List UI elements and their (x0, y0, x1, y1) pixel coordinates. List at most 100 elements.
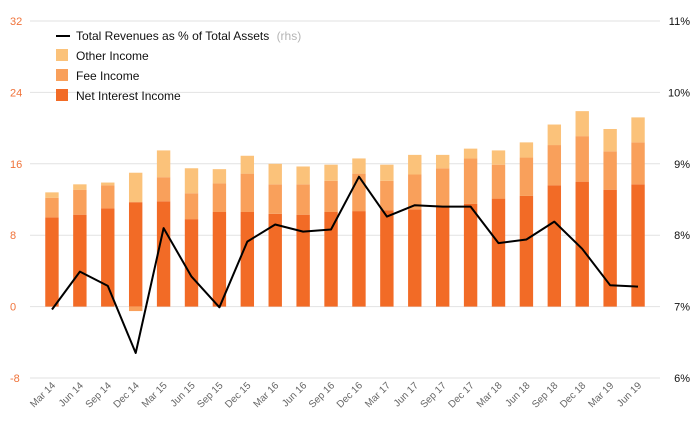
legend-fee-swatch (56, 69, 68, 81)
x-tick-label: Sep 15 (195, 380, 225, 410)
x-tick-label: Mar 15 (140, 380, 170, 410)
bar-net-interest-income (491, 198, 506, 307)
bar-fee-income (603, 151, 617, 190)
bar-other-income (240, 155, 255, 174)
bar-other-income (184, 168, 199, 194)
bar-net-interest-income (156, 201, 171, 307)
bar-fee-income (575, 136, 589, 182)
legend-fee-label: Fee Income (76, 69, 140, 83)
legend-line-label-suffix: (rhs) (277, 29, 302, 43)
bar-other-income (408, 154, 422, 175)
bar-fee-income (408, 174, 422, 210)
bar-fee-income (380, 180, 394, 211)
bar-other-income (212, 169, 227, 184)
bar-other-income (435, 154, 450, 169)
bar-other-income (156, 150, 171, 178)
bar-other-income (491, 150, 506, 165)
x-tick-label: Mar 17 (363, 380, 393, 410)
bar-net-interest-income (631, 184, 645, 307)
x-tick-label: Mar 19 (586, 380, 616, 410)
bar-net-interest-income (101, 208, 115, 307)
right-tick-label: 9% (674, 159, 690, 171)
x-tick-label: Dec 14 (112, 380, 142, 410)
bar-net-interest-income (45, 217, 59, 307)
left-tick-label: 0 (10, 302, 16, 314)
bar-fee-income (128, 306, 143, 312)
bar-fee-income (101, 185, 115, 209)
x-tick-label: Jun 14 (57, 380, 86, 409)
bar-fee-income (268, 184, 282, 214)
bar-other-income (463, 148, 478, 159)
bar-fee-income (519, 157, 534, 196)
bar-net-interest-income (547, 185, 562, 307)
bar-other-income (268, 163, 282, 185)
bar-net-interest-income (240, 211, 255, 307)
bar-net-interest-income (463, 203, 478, 307)
bar-fee-income (352, 173, 366, 212)
bar-fee-income (73, 189, 87, 215)
bar-fee-income (324, 180, 338, 212)
left-tick-label: 24 (10, 87, 22, 99)
bar-other-income (324, 164, 338, 181)
right-tick-label: 6% (674, 373, 690, 385)
bar-fee-income (184, 193, 199, 220)
bar-other-income (575, 111, 589, 137)
bar-fee-income (435, 168, 450, 207)
legend-nii-swatch (56, 89, 68, 101)
right-tick-label: 11% (669, 16, 690, 28)
left-tick-label: 32 (10, 16, 22, 28)
bar-fee-income (296, 184, 310, 215)
bar-net-interest-income (408, 209, 422, 307)
bar-fee-income (212, 183, 227, 212)
x-tick-label: Jun 18 (504, 380, 533, 409)
bar-fee-income (45, 197, 59, 218)
left-tick-label: 16 (10, 159, 22, 171)
x-tick-label: Dec 15 (223, 380, 253, 410)
bar-net-interest-income (575, 181, 589, 307)
bar-other-income (296, 166, 310, 185)
bar-other-income (128, 172, 143, 203)
bar-other-income (380, 164, 394, 181)
bar-other-income (519, 142, 534, 158)
bar-net-interest-income (212, 211, 227, 307)
bar-net-interest-income (128, 202, 143, 307)
bar-fee-income (240, 173, 255, 212)
x-tick-label: Mar 16 (252, 380, 282, 410)
x-tick-label: Jun 17 (392, 380, 421, 409)
bar-net-interest-income (73, 214, 87, 307)
x-tick-label: Dec 16 (335, 380, 365, 410)
bars (45, 111, 645, 312)
bar-net-interest-income (380, 210, 394, 307)
bar-other-income (45, 192, 59, 198)
bar-other-income (631, 117, 645, 143)
right-axis-ticks: 11% 10% 9% 8% 7% 6% (668, 16, 690, 385)
x-tick-label: Mar 14 (28, 380, 58, 410)
right-tick-label: 10% (668, 87, 690, 99)
bar-other-income (352, 158, 366, 174)
x-tick-label: Jun 16 (280, 380, 309, 409)
bar-net-interest-income (184, 219, 199, 307)
bar-fee-income (491, 164, 506, 199)
legend-line-label-text: Total Revenues as % of Total Assets (76, 29, 269, 43)
x-tick-label: Jun 19 (615, 380, 644, 409)
legend-other-swatch (56, 49, 68, 61)
x-tick-label: Sep 16 (307, 380, 337, 410)
right-tick-label: 7% (674, 302, 690, 314)
bar-other-income (603, 128, 617, 152)
left-tick-label: -8 (10, 373, 20, 385)
bar-other-income (101, 182, 115, 186)
line-series (51, 175, 639, 354)
x-tick-label: Sep 18 (530, 380, 560, 410)
legend-line-label: Total Revenues as % of Total Assets (rhs… (76, 29, 301, 43)
bar-fee-income (156, 177, 171, 202)
legend-nii-label: Net Interest Income (76, 89, 181, 103)
bar-other-income (73, 184, 87, 190)
bar-net-interest-income (519, 195, 534, 307)
bar-net-interest-income (603, 189, 617, 307)
bar-net-interest-income (268, 213, 282, 307)
bar-fee-income (631, 142, 645, 185)
left-tick-label: 8 (10, 230, 16, 242)
